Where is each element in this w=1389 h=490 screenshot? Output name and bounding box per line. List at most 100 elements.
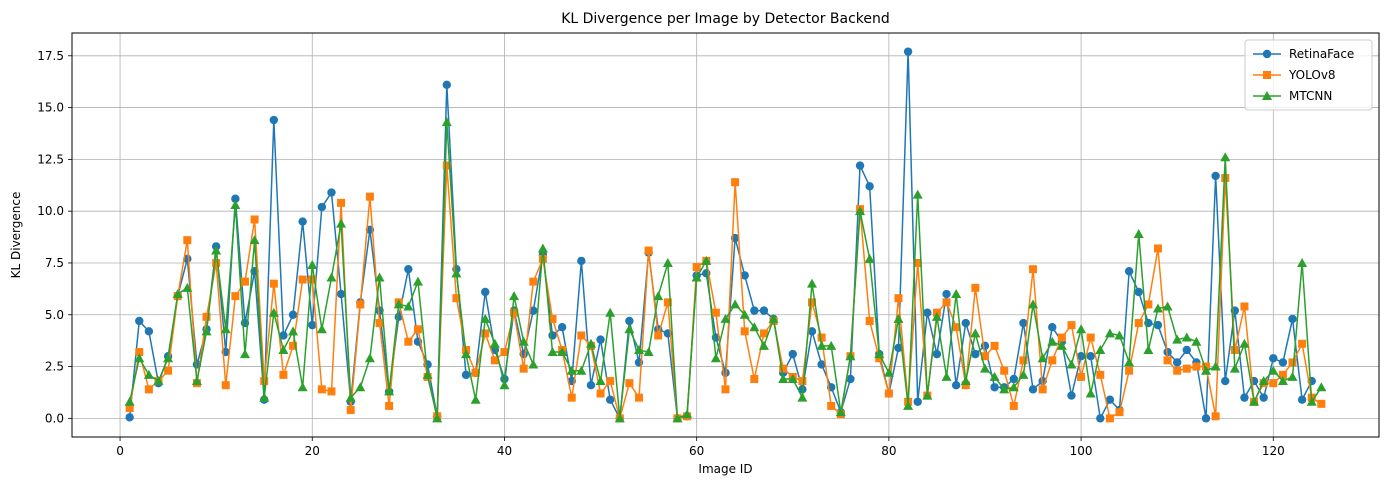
data-point — [1152, 303, 1163, 313]
plot-frame — [71, 32, 1380, 438]
data-point — [596, 335, 605, 344]
data-point — [134, 353, 145, 363]
data-point — [144, 385, 153, 394]
legend-label: YOLOv8 — [1288, 68, 1336, 82]
data-point — [739, 309, 750, 319]
data-point — [567, 393, 576, 402]
data-point — [643, 347, 654, 357]
data-point — [317, 202, 327, 212]
data-point — [1028, 385, 1038, 394]
data-point — [1316, 382, 1327, 392]
data-point — [1163, 356, 1172, 365]
data-point — [481, 287, 490, 297]
y-tick-label: 17.5 — [37, 49, 64, 63]
data-point — [855, 161, 865, 170]
data-point — [1173, 366, 1182, 375]
data-point — [596, 389, 605, 398]
data-point — [326, 272, 337, 282]
data-point — [1067, 391, 1076, 400]
data-point — [182, 282, 193, 292]
data-point — [356, 300, 365, 309]
data-point — [529, 277, 538, 286]
data-point — [990, 341, 999, 350]
data-point — [999, 384, 1010, 394]
data-point — [461, 370, 471, 380]
legend-marker — [1262, 91, 1272, 100]
data-point — [952, 323, 961, 332]
data-point — [231, 194, 240, 203]
legend: RetinaFace YOLOv8 MTCNN — [1244, 39, 1373, 111]
data-point — [720, 313, 731, 323]
data-point — [1162, 301, 1173, 311]
legend-item: MTCNN — [1253, 89, 1332, 103]
data-point — [1076, 324, 1087, 334]
data-point — [1278, 370, 1287, 379]
data-point — [297, 382, 308, 392]
data-point — [672, 413, 683, 423]
data-point — [279, 370, 288, 379]
y-tick-label: 0.0 — [45, 411, 64, 425]
data-point — [710, 353, 721, 363]
data-point — [557, 347, 568, 357]
data-point — [1210, 361, 1221, 371]
data-point — [278, 344, 289, 354]
data-point — [1077, 372, 1086, 381]
data-point — [441, 117, 452, 127]
y-tick-label: 12.5 — [37, 152, 64, 166]
data-point — [135, 316, 144, 326]
data-point — [289, 341, 298, 350]
data-point — [337, 198, 346, 207]
x-tick-label: 80 — [881, 444, 896, 458]
data-point — [1229, 363, 1240, 373]
data-point — [1066, 359, 1077, 369]
data-point — [759, 306, 769, 315]
data-point — [922, 390, 933, 400]
data-point — [826, 340, 837, 350]
data-point — [845, 351, 856, 361]
data-point — [711, 308, 720, 317]
data-point — [404, 264, 413, 274]
data-point — [903, 400, 914, 410]
data-point — [461, 349, 472, 359]
data-point — [385, 401, 394, 410]
x-tick-label: 40 — [497, 444, 512, 458]
data-point — [364, 353, 375, 363]
data-point — [797, 392, 808, 402]
data-point — [481, 329, 490, 338]
data-point — [1019, 318, 1028, 328]
data-point — [740, 327, 749, 336]
data-point — [1144, 300, 1153, 309]
y-tick-label: 15.0 — [37, 101, 64, 115]
data-point — [374, 272, 385, 282]
data-point — [500, 348, 509, 357]
series-layer — [124, 47, 1327, 423]
data-point — [606, 377, 615, 386]
data-point — [913, 397, 922, 406]
data-point — [653, 291, 664, 301]
data-point — [1192, 362, 1201, 371]
data-point — [740, 271, 749, 280]
data-point — [220, 324, 231, 334]
data-point — [260, 377, 269, 386]
data-point — [875, 354, 884, 363]
data-point — [595, 376, 606, 386]
legend-label: RetinaFace — [1289, 47, 1354, 61]
data-point — [816, 340, 827, 350]
data-point — [614, 413, 625, 423]
data-point — [1277, 376, 1288, 386]
data-point — [221, 381, 230, 390]
data-point — [1009, 401, 1018, 410]
data-point — [153, 376, 164, 386]
legend-marker — [1262, 49, 1272, 59]
data-point — [913, 258, 922, 267]
data-point — [1048, 322, 1057, 332]
data-point — [412, 276, 423, 286]
data-point — [211, 245, 222, 255]
data-point — [1067, 321, 1076, 330]
data-point — [758, 340, 769, 350]
data-point — [164, 366, 173, 375]
data-point — [1047, 336, 1058, 346]
data-point — [634, 344, 645, 354]
data-point — [884, 389, 893, 398]
data-point — [942, 289, 951, 299]
